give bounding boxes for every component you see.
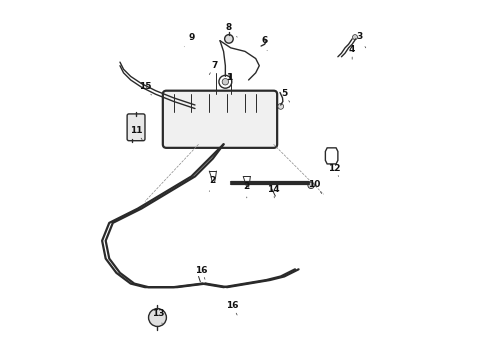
Text: 13: 13 bbox=[152, 309, 165, 324]
Text: 11: 11 bbox=[130, 126, 142, 140]
Text: 5: 5 bbox=[281, 89, 290, 102]
Text: 9: 9 bbox=[184, 33, 195, 47]
Text: 16: 16 bbox=[195, 266, 208, 279]
Text: 2: 2 bbox=[209, 176, 215, 192]
Text: 8: 8 bbox=[226, 23, 237, 37]
Text: 14: 14 bbox=[267, 185, 280, 198]
FancyBboxPatch shape bbox=[163, 91, 277, 148]
Text: 10: 10 bbox=[309, 180, 322, 194]
Text: 2: 2 bbox=[244, 183, 250, 198]
Circle shape bbox=[224, 35, 233, 43]
Text: 12: 12 bbox=[328, 164, 341, 176]
Text: 6: 6 bbox=[262, 36, 268, 51]
Circle shape bbox=[278, 104, 284, 109]
Text: 7: 7 bbox=[209, 61, 218, 75]
Text: 1: 1 bbox=[226, 73, 232, 88]
Text: 4: 4 bbox=[349, 45, 355, 59]
Text: 3: 3 bbox=[356, 32, 366, 48]
Circle shape bbox=[352, 35, 358, 40]
Text: 15: 15 bbox=[140, 82, 152, 95]
Text: 16: 16 bbox=[226, 301, 239, 315]
Circle shape bbox=[308, 182, 314, 189]
Circle shape bbox=[222, 78, 228, 85]
Circle shape bbox=[148, 309, 167, 327]
FancyBboxPatch shape bbox=[127, 114, 145, 141]
